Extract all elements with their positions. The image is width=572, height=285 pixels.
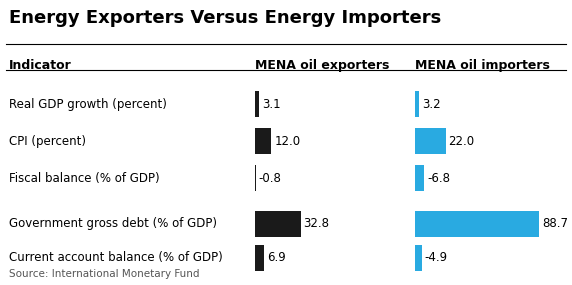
Text: Energy Exporters Versus Energy Importers: Energy Exporters Versus Energy Importers	[9, 9, 441, 27]
Bar	[415, 128, 446, 154]
Text: 88.7: 88.7	[542, 217, 568, 230]
Text: -0.8: -0.8	[259, 172, 281, 185]
Text: 12.0: 12.0	[274, 135, 300, 148]
Text: 3.1: 3.1	[262, 97, 280, 111]
Text: 32.8: 32.8	[303, 217, 329, 230]
Bar	[415, 91, 419, 117]
Text: MENA oil exporters: MENA oil exporters	[255, 59, 389, 72]
Text: 3.2: 3.2	[422, 97, 440, 111]
Bar	[415, 165, 424, 191]
Bar	[255, 91, 259, 117]
Text: 6.9: 6.9	[267, 251, 286, 264]
Bar	[255, 128, 271, 154]
Text: CPI (percent): CPI (percent)	[9, 135, 86, 148]
Text: Source: International Monetary Fund: Source: International Monetary Fund	[9, 269, 199, 279]
Text: -6.8: -6.8	[427, 172, 450, 185]
Text: MENA oil importers: MENA oil importers	[415, 59, 550, 72]
Text: Fiscal balance (% of GDP): Fiscal balance (% of GDP)	[9, 172, 159, 185]
Bar	[255, 165, 256, 191]
Text: Real GDP growth (percent): Real GDP growth (percent)	[9, 97, 166, 111]
Bar	[415, 245, 422, 271]
Text: Indicator: Indicator	[9, 59, 72, 72]
Bar	[255, 211, 300, 237]
Bar	[255, 245, 264, 271]
Text: 22.0: 22.0	[448, 135, 475, 148]
Bar	[415, 211, 539, 237]
Text: Government gross debt (% of GDP): Government gross debt (% of GDP)	[9, 217, 217, 230]
Text: Current account balance (% of GDP): Current account balance (% of GDP)	[9, 251, 223, 264]
Text: -4.9: -4.9	[424, 251, 447, 264]
